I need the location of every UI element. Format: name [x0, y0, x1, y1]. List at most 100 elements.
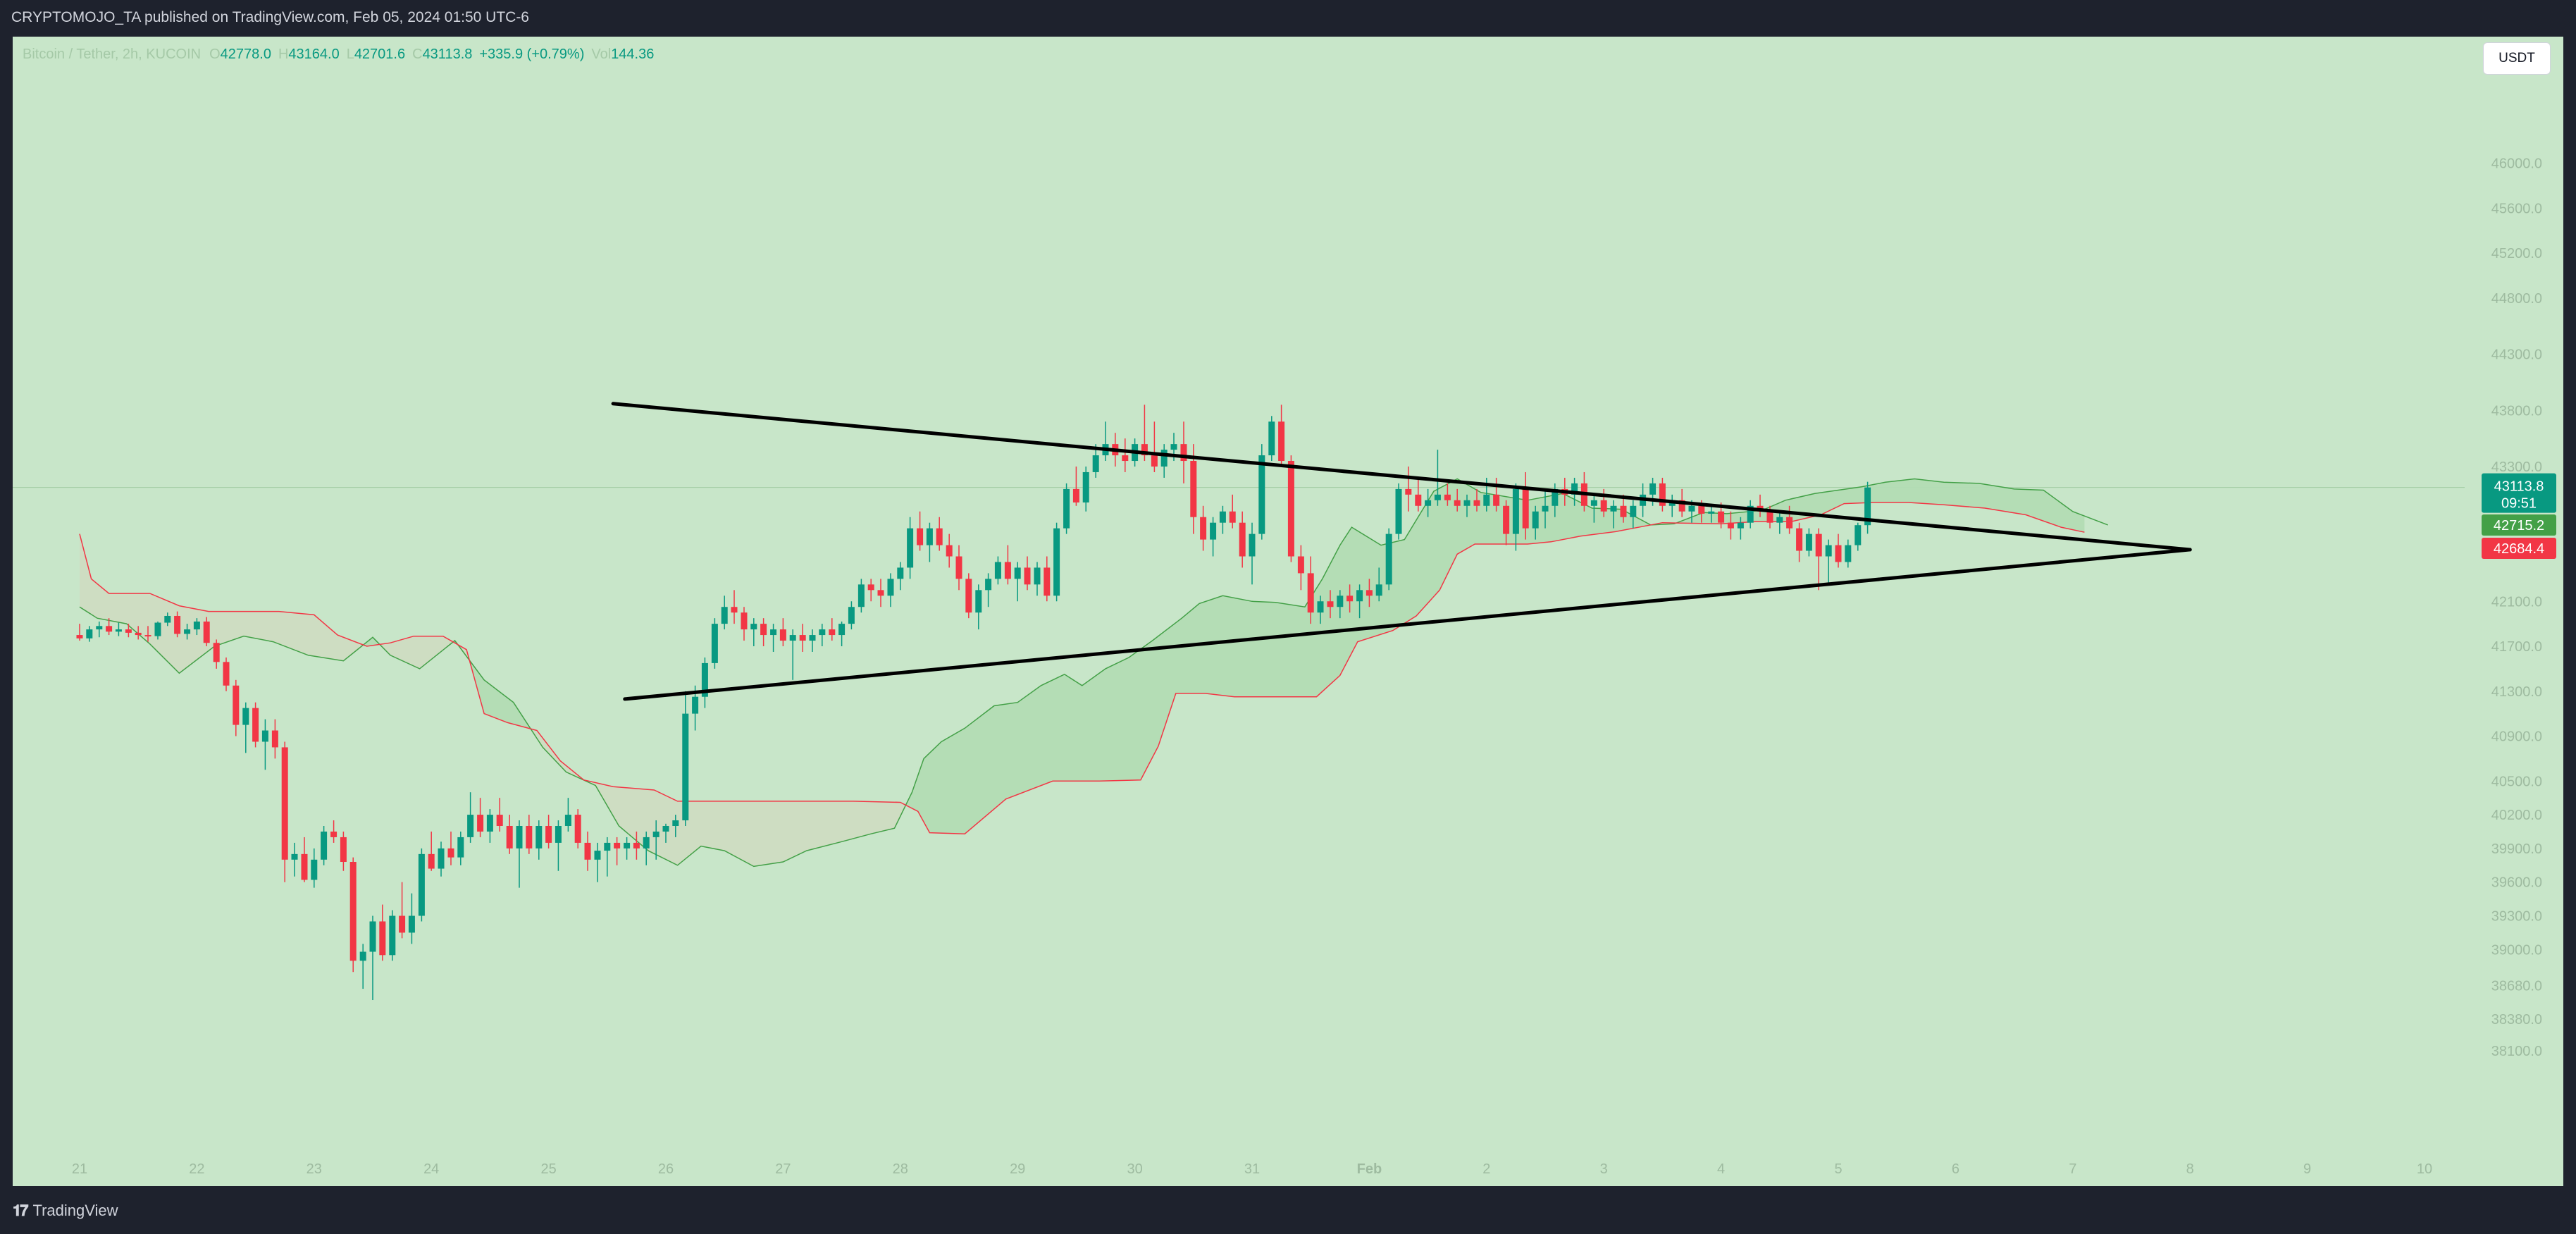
candle[interactable] [564, 798, 571, 832]
candle[interactable] [838, 621, 846, 646]
candle[interactable] [1444, 483, 1451, 506]
candle[interactable] [330, 820, 338, 843]
candle[interactable] [1835, 533, 1842, 568]
candle[interactable] [154, 621, 161, 640]
candle[interactable] [760, 618, 767, 646]
candle[interactable] [223, 657, 230, 691]
candle[interactable] [447, 831, 454, 865]
candle[interactable] [1249, 522, 1256, 585]
candle[interactable] [1044, 556, 1051, 602]
candle[interactable] [1854, 522, 1862, 551]
candle[interactable] [281, 741, 288, 882]
candle[interactable] [1346, 584, 1354, 613]
candle[interactable] [399, 882, 406, 939]
candle[interactable] [1776, 511, 1783, 534]
candle[interactable] [1845, 539, 1852, 568]
candle[interactable] [389, 910, 396, 961]
trendline-lower[interactable] [623, 548, 2192, 701]
candle[interactable] [1727, 511, 1734, 540]
candle[interactable] [193, 618, 200, 636]
trendline-upper[interactable] [611, 402, 2192, 552]
candle[interactable] [1258, 444, 1265, 540]
candle[interactable] [917, 511, 924, 551]
candle[interactable] [975, 584, 982, 630]
candle[interactable] [545, 815, 552, 849]
candle[interactable] [301, 837, 308, 882]
currency-button[interactable]: USDT [2483, 42, 2551, 75]
candle[interactable] [799, 624, 806, 652]
candle[interactable] [1493, 477, 1500, 512]
candle[interactable] [1542, 488, 1549, 529]
candle[interactable] [1522, 471, 1529, 540]
candle[interactable] [291, 842, 298, 877]
candle[interactable] [125, 624, 132, 638]
candle[interactable] [682, 691, 689, 826]
candle[interactable] [164, 612, 171, 627]
candle[interactable] [1737, 517, 1744, 540]
candle[interactable] [1395, 483, 1402, 540]
candle[interactable] [1327, 590, 1334, 619]
candle[interactable] [1014, 562, 1021, 602]
candle[interactable] [86, 626, 93, 642]
candle[interactable] [1434, 450, 1441, 506]
candle[interactable] [955, 545, 962, 591]
candle[interactable] [1053, 522, 1060, 602]
candle[interactable] [594, 842, 601, 882]
candle[interactable] [643, 831, 650, 865]
candle[interactable] [877, 579, 884, 607]
candle[interactable] [1805, 528, 1812, 557]
candle[interactable] [408, 893, 415, 944]
candle[interactable] [418, 848, 425, 922]
candle[interactable] [1532, 505, 1539, 540]
candle[interactable] [770, 624, 777, 652]
candle[interactable] [624, 837, 631, 860]
candle[interactable] [477, 798, 484, 837]
candle[interactable] [1796, 522, 1803, 562]
candle[interactable] [1425, 488, 1432, 517]
candle[interactable] [1415, 477, 1422, 512]
candle[interactable] [1082, 467, 1089, 512]
candle[interactable] [1200, 505, 1207, 551]
candle[interactable] [555, 820, 562, 871]
candle[interactable] [242, 702, 249, 753]
candle[interactable] [1825, 539, 1832, 585]
candle[interactable] [106, 618, 113, 636]
candle[interactable] [379, 904, 386, 961]
candle[interactable] [311, 848, 318, 888]
candle[interactable] [848, 601, 855, 630]
candle[interactable] [574, 809, 581, 849]
candle[interactable] [1590, 494, 1597, 523]
candle[interactable] [1620, 494, 1627, 523]
candle[interactable] [213, 639, 220, 669]
candle[interactable] [1503, 500, 1510, 545]
candle[interactable] [819, 624, 826, 646]
candle[interactable] [1268, 416, 1275, 462]
candle[interactable] [1385, 528, 1392, 591]
candle[interactable] [789, 629, 796, 680]
candle[interactable] [1063, 483, 1070, 534]
candle[interactable] [907, 517, 914, 579]
candle[interactable] [1024, 556, 1031, 591]
candle[interactable] [1786, 505, 1793, 534]
candle[interactable] [614, 837, 621, 865]
candle[interactable] [652, 820, 660, 860]
candle[interactable] [750, 618, 757, 646]
candle[interactable] [1287, 455, 1294, 562]
candle[interactable] [369, 915, 376, 1001]
price-chart[interactable]: 46000.0 45600.0 45200.0 44800.0 44300.0 43800… [13, 37, 2563, 1186]
candle[interactable] [340, 831, 347, 871]
candle[interactable] [1072, 467, 1079, 506]
candle[interactable] [349, 857, 357, 973]
candle[interactable] [1610, 500, 1617, 529]
candle[interactable] [867, 579, 874, 602]
candle[interactable] [809, 629, 816, 652]
candle[interactable] [1210, 517, 1217, 557]
candle[interactable] [506, 815, 513, 854]
candle[interactable] [1102, 421, 1109, 462]
candle[interactable] [829, 618, 836, 641]
candle[interactable] [252, 702, 259, 748]
candle[interactable] [76, 624, 83, 641]
candle[interactable] [1512, 483, 1519, 551]
candle[interactable] [233, 679, 240, 736]
candle[interactable] [662, 823, 669, 843]
